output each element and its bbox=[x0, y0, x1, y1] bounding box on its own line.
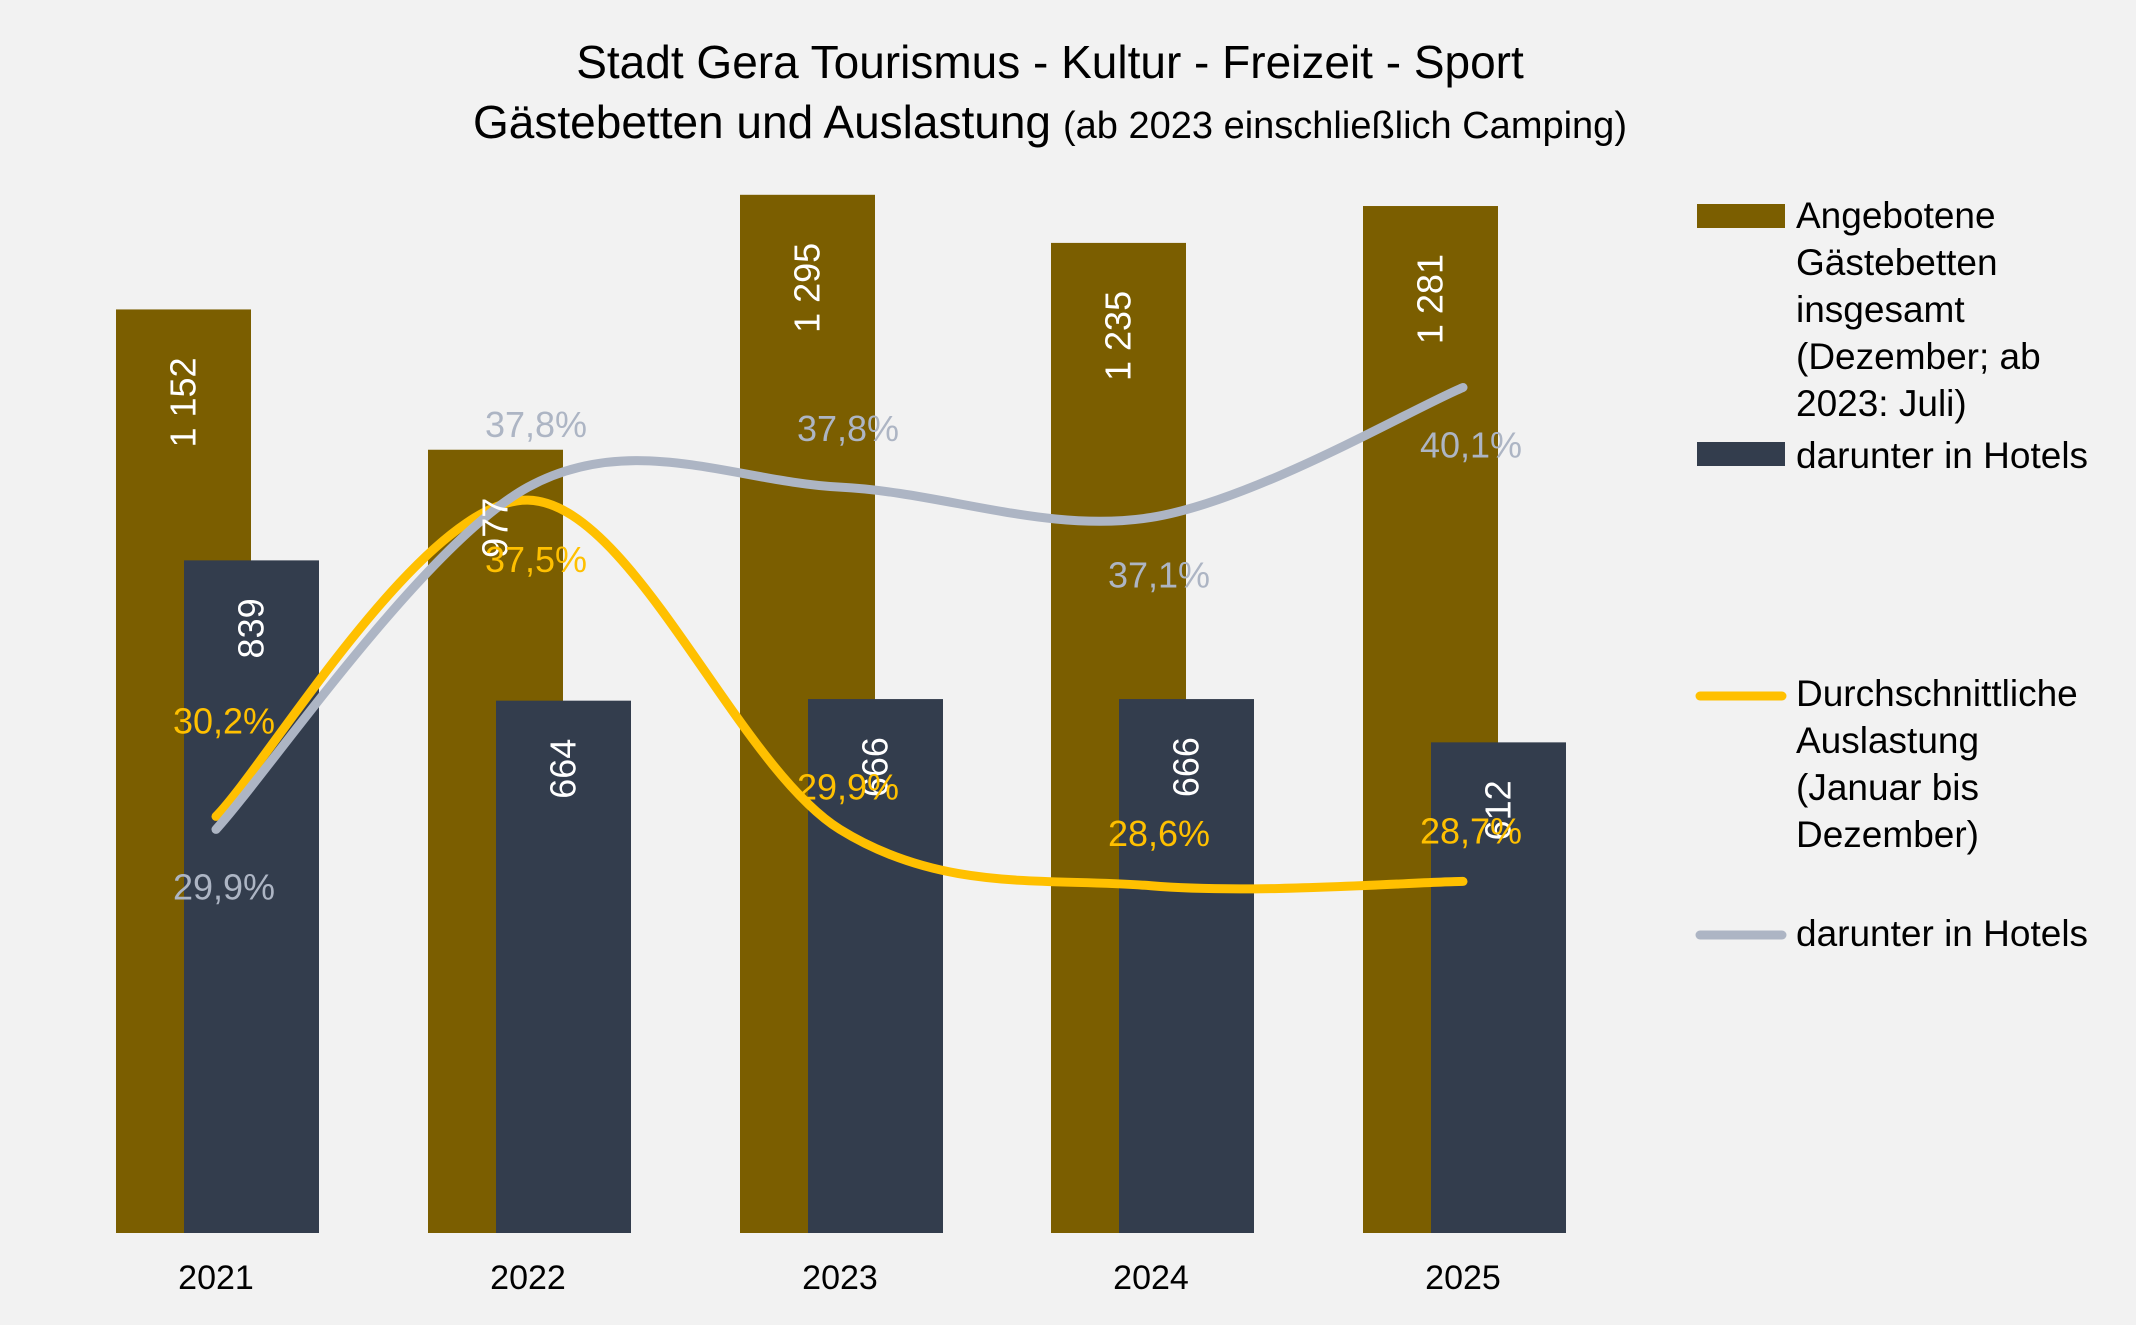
bar-hotels-label-2022: 664 bbox=[543, 739, 584, 799]
bar-total-label-2024: 1 235 bbox=[1098, 291, 1139, 381]
pct-hotels-label-2022: 37,8% bbox=[485, 404, 587, 445]
legend-label-total-beds-line-4: (Dezember; ab bbox=[1796, 336, 2041, 377]
legend-label-auslastung-total-line-4: Dezember) bbox=[1796, 814, 1979, 855]
pct-total-label-2023: 29,9% bbox=[797, 766, 899, 807]
pct-hotels-label-2023: 37,8% bbox=[797, 408, 899, 449]
x-axis-ticks: 2021 2022 2023 2024 2025 bbox=[178, 1259, 1501, 1297]
bar-total-label-2021: 1 152 bbox=[163, 357, 204, 447]
pct-total-label-2022: 37,5% bbox=[485, 539, 587, 580]
line-auslastung-hotels bbox=[211, 382, 1468, 834]
bar-total-label-2025: 1 281 bbox=[1410, 254, 1451, 344]
x-tick-2022: 2022 bbox=[490, 1259, 566, 1297]
bar-labels-layer: 1 152 977 1 295 1 235 1 281 839 664 666 666 612 bbox=[163, 243, 1519, 841]
bar-hotels-2025 bbox=[1431, 742, 1566, 1233]
bar-hotels-label-2025: 612 bbox=[1478, 780, 1519, 840]
bar-hotels-label-2021: 839 bbox=[231, 598, 272, 658]
legend-label-hotel-beds-line-1: darunter in Hotels bbox=[1796, 435, 2088, 476]
x-tick-2025: 2025 bbox=[1425, 1259, 1501, 1297]
legend-swatch-hotel-beds bbox=[1697, 442, 1785, 466]
line-auslastung-total bbox=[211, 495, 1468, 894]
legend-swatch-total-beds bbox=[1697, 204, 1785, 228]
bar-hotels-2021 bbox=[184, 560, 319, 1233]
bars-layer bbox=[116, 194, 1566, 1234]
pct-total-label-2021: 30,2% bbox=[173, 700, 275, 741]
bar-total-label-2023: 1 295 bbox=[787, 243, 828, 333]
legend-label-auslastung-hotels-line-1: darunter in Hotels bbox=[1796, 913, 2088, 954]
legend-label-auslastung-total-line-1: Durchschnittliche bbox=[1796, 673, 2078, 714]
pct-hotels-label-2021: 29,9% bbox=[173, 866, 275, 907]
bar-hotels-2024 bbox=[1119, 699, 1254, 1233]
legend-label-auslastung-total-line-2: Auslastung bbox=[1796, 720, 1979, 761]
legend-label-total-beds-line-3: insgesamt bbox=[1796, 289, 1965, 330]
pct-hotels-label-2025: 40,1% bbox=[1420, 424, 1522, 465]
lines-layer bbox=[211, 382, 1468, 894]
chart-subtitle: Gästebetten und Auslastung (ab 2023 einsc… bbox=[473, 96, 1627, 148]
pct-total-label-2025: 28,7% bbox=[1420, 810, 1522, 851]
chart-subtitle-main: Gästebetten und Auslastung bbox=[473, 96, 1051, 148]
x-tick-2024: 2024 bbox=[1113, 1259, 1189, 1297]
bar-hotels-label-2024: 666 bbox=[1166, 737, 1207, 797]
bar-hotels-label-2023: 666 bbox=[855, 737, 896, 797]
bar-total-label-2022: 977 bbox=[475, 498, 516, 558]
percent-labels-layer: 30,2% 37,5% 29,9% 28,6% 28,7% 29,9% 37,8% 37,8%… bbox=[173, 404, 1522, 907]
legend-label-total-beds-line-2: Gästebetten bbox=[1796, 242, 1998, 283]
x-tick-2021: 2021 bbox=[178, 1259, 254, 1297]
legend-label-total-beds-line-1: Angebotene bbox=[1796, 195, 1996, 236]
legend-label-total-beds-line-5: 2023: Juli) bbox=[1796, 383, 1967, 424]
legend: Angebotene Gästebetten insgesamt (Dezember;… bbox=[1695, 195, 2088, 954]
chart-subtitle-note: (ab 2023 einschließlich Camping) bbox=[1063, 105, 1627, 147]
x-tick-2023: 2023 bbox=[802, 1259, 878, 1297]
bar-hotels-2022 bbox=[496, 700, 631, 1233]
bar-hotels-2023 bbox=[808, 699, 943, 1233]
chart-title: Stadt Gera Tourismus - Kultur - Freizeit… bbox=[576, 36, 1524, 88]
legend-label-auslastung-total-line-3: (Januar bis bbox=[1796, 767, 1979, 808]
pct-total-label-2024: 28,6% bbox=[1108, 813, 1210, 854]
pct-hotels-label-2024: 37,1% bbox=[1108, 554, 1210, 595]
